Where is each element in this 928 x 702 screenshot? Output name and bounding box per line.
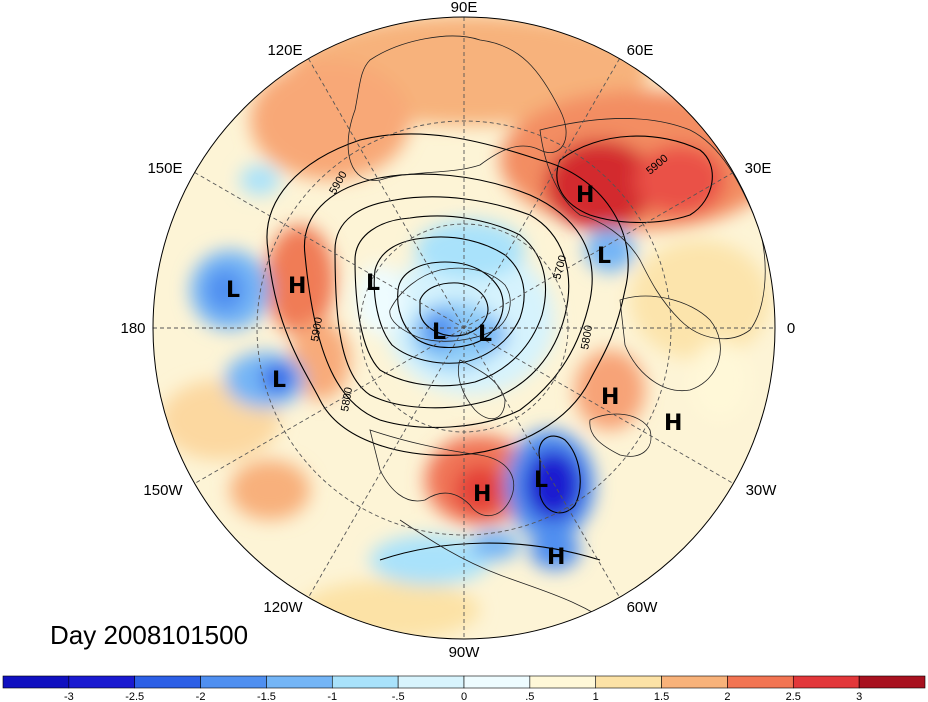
lon-label-lower-right: 60W [627,599,659,616]
lon-label-right-lower: 30W [746,482,778,499]
colorbar-swatch [463,675,531,689]
low-center: L [432,320,446,345]
colorbar: -3 -2.5 -2 -1.5 -1 -.5 0 .5 1 1.5 2 2.5 3 [2,675,926,702]
low-center: L [478,322,492,347]
colorbar-tick-label: 2 [724,691,730,702]
lon-label-left: 180 [120,320,145,337]
colorbar-swatch [595,675,662,689]
map-boundary [152,16,776,640]
contour-labels: 5900 5900 5800 5700 5800 5900 [309,152,671,412]
colorbar-tick-label: 1 [593,691,599,702]
low-center: L [366,271,380,296]
low-center: L [534,468,548,493]
colorbar-swatch [331,675,399,689]
colorbar-tick-label: -2 [196,691,206,702]
colorbar-tick-label: 0 [461,691,467,702]
colorbar-swatch [134,675,201,689]
colorbar-tick-label: -.5 [392,691,405,702]
colorbar-tick-label: 1.5 [654,691,669,702]
lon-label-upper-right: 60E [627,42,654,59]
colorbar-swatch [200,675,267,689]
colorbar-swatch [661,675,728,689]
colorbar-tick-label: .5 [525,691,534,702]
colorbar-swatch [792,675,860,689]
colorbar-tick-label: -1 [327,691,337,702]
colorbar-swatch [858,675,926,689]
high-center: H [601,385,619,410]
colorbar-tick-label: -2.5 [125,691,144,702]
colorbar-swatch [397,675,465,689]
contour-label: 5800 [339,386,355,412]
height-contours [266,133,713,561]
graticule [153,17,775,639]
colorbar-swatch [266,675,333,689]
colorbar-swatch [727,675,794,689]
lon-label-upper-left: 120E [267,42,302,59]
lon-label-top: 90E [451,0,478,16]
colorbar-tick-label: 2.5 [786,691,801,702]
lon-label-bottom: 90W [449,644,481,661]
lon-label-left-upper: 150E [147,160,182,177]
colorbar-swatch [529,675,597,689]
contour-label: 5800 [579,324,595,350]
lon-label-right: 0 [787,320,795,337]
contour-label: 5900 [309,316,325,342]
colorbar-tick-label: 3 [856,691,862,702]
low-center: L [272,368,286,393]
pressure-centers: H L L L H L L L H L H H H [226,183,682,570]
colorbar-tick-label: -3 [64,691,74,702]
high-center: H [288,274,306,299]
colorbar-swatch [2,675,70,689]
low-center: H [547,545,565,570]
lon-label-right-upper: 30E [745,160,772,177]
day-title: Day 2008101500 [50,620,249,650]
longitude-labels: 90E 120E 60E 150E 30E 180 0 150W 30W 120… [120,0,795,661]
colorbar-tick-label: -1.5 [257,691,276,702]
high-center: H [576,183,594,208]
high-center: H [473,482,491,507]
low-center: L [226,278,240,303]
lon-label-lower-left: 120W [263,599,303,616]
lon-label-left-lower: 150W [143,482,183,499]
colorbar-swatch [68,675,136,689]
high-center: H [664,411,682,436]
low-center: L [597,244,611,269]
